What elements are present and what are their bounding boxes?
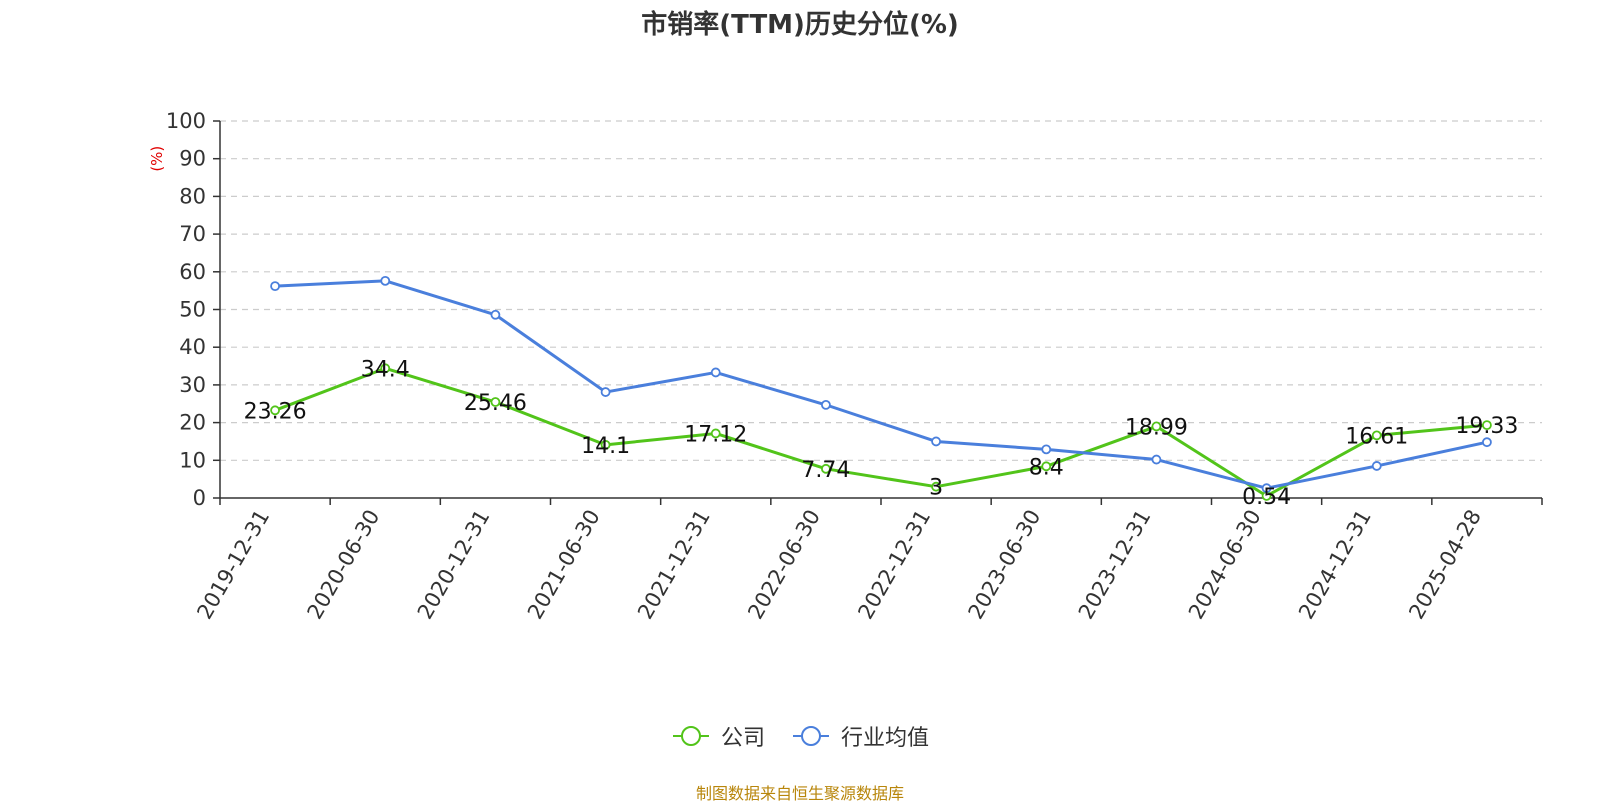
data-point <box>1041 461 1052 472</box>
x-tick-label: 2020-06-30 <box>303 506 385 624</box>
legend-item-industry-average[interactable]: 行业均值 <box>791 720 929 752</box>
data-label: 23.26 <box>244 399 307 424</box>
data-label: 19.33 <box>1455 414 1518 439</box>
y-tick-label: 80 <box>179 184 206 208</box>
data-label: 0.54 <box>1242 485 1291 510</box>
y-tick-label: 60 <box>179 260 206 284</box>
data-label: 14.1 <box>581 434 630 459</box>
x-tick-label: 2024-06-30 <box>1184 506 1266 624</box>
data-label: 17.12 <box>684 422 747 447</box>
legend-label-industry-average: 行业均值 <box>841 726 930 751</box>
data-point <box>710 428 721 439</box>
x-tick-label: 2022-06-30 <box>743 506 825 624</box>
x-tick-label: 2025-04-28 <box>1404 506 1486 624</box>
data-point <box>931 481 941 492</box>
data-point <box>490 397 501 407</box>
data-point <box>490 309 501 320</box>
data-label: 16.61 <box>1345 424 1408 449</box>
data-point <box>710 367 721 378</box>
data-point <box>380 275 391 286</box>
data-label: 34.4 <box>361 357 410 382</box>
data-label: 8.4 <box>1029 455 1064 480</box>
data-point <box>1151 421 1162 432</box>
data-point <box>821 399 831 410</box>
data-point <box>1482 437 1492 448</box>
data-point <box>821 463 831 474</box>
y-tick-label: 20 <box>179 411 206 435</box>
x-tick-label: 2021-12-31 <box>633 506 715 624</box>
y-tick-label: 10 <box>179 448 206 472</box>
x-tick-label: 2019-12-31 <box>192 506 274 624</box>
data-point <box>600 387 611 397</box>
data-point <box>931 436 941 447</box>
data-label: 7.74 <box>801 458 850 483</box>
y-tick-label: 40 <box>179 335 206 359</box>
y-tick-label: 70 <box>179 222 206 246</box>
data-point <box>1041 444 1052 455</box>
x-tick-label: 2023-06-30 <box>964 506 1046 624</box>
y-tick-label: 50 <box>179 298 206 322</box>
x-tick-label: 2022-12-31 <box>853 505 935 623</box>
legend-item-company[interactable]: 公司 <box>671 720 765 752</box>
data-label: 3 <box>929 476 943 501</box>
data-point <box>1151 454 1162 465</box>
source-note: 制图数据来自恒生聚源数据库 <box>695 784 904 803</box>
series-line-1 <box>275 279 1488 490</box>
x-tick-label: 2023-12-31 <box>1074 506 1156 624</box>
data-point <box>1261 483 1272 494</box>
x-tick-label: 2021-06-30 <box>523 506 605 624</box>
y-tick-label: 100 <box>166 109 206 133</box>
data-point <box>1371 461 1382 471</box>
y-axis-label: (%) <box>148 146 166 172</box>
data-point <box>380 363 391 374</box>
x-tick-label: 2020-12-31 <box>413 505 495 623</box>
data-label: 25.46 <box>464 391 527 416</box>
data-point <box>270 405 280 416</box>
y-tick-label: 90 <box>179 147 206 171</box>
data-point <box>1371 430 1382 441</box>
series-line-0 <box>274 366 1488 498</box>
chart-title: 市销率(TTM)历史分位(%) <box>641 10 959 40</box>
data-label: 18.99 <box>1125 415 1188 440</box>
x-tick-label: 2024-12-31 <box>1294 506 1376 624</box>
y-tick-label: 30 <box>179 373 206 397</box>
data-point <box>270 281 280 292</box>
legend-marker-industry-icon <box>793 726 829 746</box>
legend-label-company: 公司 <box>720 726 765 751</box>
data-point <box>1482 420 1492 431</box>
legend: 公司 行业均值 <box>0 720 1600 752</box>
legend-marker-company-icon <box>672 726 709 746</box>
y-tick-label: 0 <box>193 486 206 510</box>
data-point <box>600 439 611 450</box>
